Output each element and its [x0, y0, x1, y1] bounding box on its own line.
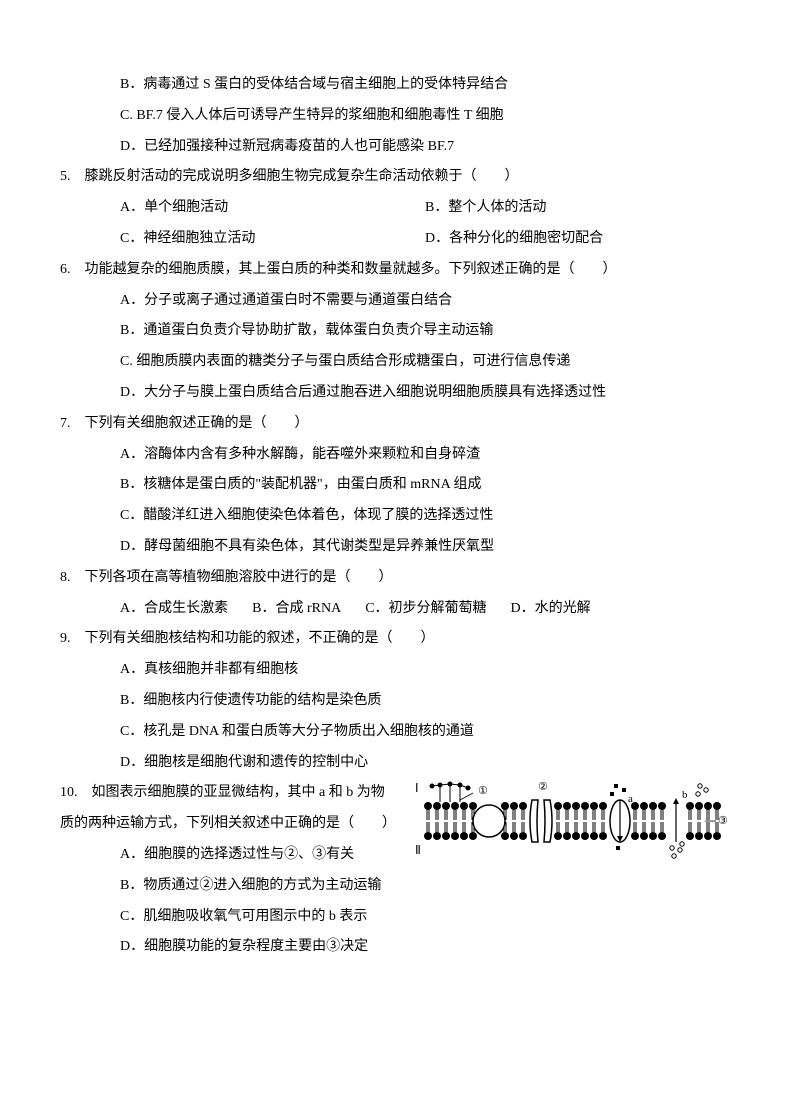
q5-stem: 5. 膝跳反射活动的完成说明多细胞生物完成复杂生命活动依赖于（ ）	[60, 162, 730, 193]
q9-option-a: A．真核细胞并非都有细胞核	[60, 655, 730, 686]
q8-option-d: D．水的光解	[511, 594, 591, 625]
q9-option-c: C．核孔是 DNA 和蛋白质等大分子物质出入细胞核的通道	[60, 717, 730, 748]
q5-options-row1: A．单个细胞活动 B．整个人体的活动	[60, 193, 730, 224]
q10-container: Ⅰ Ⅱ ①	[60, 778, 730, 963]
q10-option-a: A．细胞膜的选择透过性与②、③有关	[60, 840, 730, 871]
q8-option-b: B．合成 rRNA	[252, 594, 341, 625]
q10-option-d: D．细胞膜功能的复杂程度主要由③决定	[60, 932, 730, 963]
q7-option-d: D．酵母菌细胞不具有染色体，其代谢类型是异养兼性厌氧型	[60, 532, 730, 563]
q6-option-c: C. 细胞质膜内表面的糖类分子与蛋白质结合形成糖蛋白，可进行信息传递	[60, 347, 730, 378]
q10-option-b: B．物质通过②进入细胞的方式为主动运输	[60, 871, 730, 902]
q10-stem-line1: 10. 如图表示细胞膜的亚显微结构，其中 a 和 b 为物	[60, 778, 400, 809]
q7-stem: 7. 下列有关细胞叙述正确的是（ ）	[60, 409, 730, 440]
q10-option-c: C．肌细胞吸收氧气可用图示中的 b 表示	[60, 902, 730, 933]
q4-option-c: C. BF.7 侵入人体后可诱导产生特异的浆细胞和细胞毒性 T 细胞	[60, 101, 730, 132]
q8-stem: 8. 下列各项在高等植物细胞溶胶中进行的是（ ）	[60, 563, 730, 594]
q9-option-b: B．细胞核内行使遗传功能的结构是染色质	[60, 686, 730, 717]
q6-option-a: A．分子或离子通过通道蛋白时不需要与通道蛋白结合	[60, 286, 730, 317]
q4-option-d: D．已经加强接种过新冠病毒疫苗的人也可能感染 BF.7	[60, 132, 730, 163]
q6-option-b: B．通道蛋白负责介导协助扩散，载体蛋白负责介导主动运输	[60, 316, 730, 347]
q5-option-d: D．各种分化的细胞密切配合	[425, 224, 730, 255]
q5-options-row2: C．神经细胞独立活动 D．各种分化的细胞密切配合	[60, 224, 730, 255]
q6-stem: 6. 功能越复杂的细胞质膜，其上蛋白质的种类和数量就越多。下列叙述正确的是（ ）	[60, 255, 730, 286]
q5-option-b: B．整个人体的活动	[425, 193, 730, 224]
q9-stem: 9. 下列有关细胞核结构和功能的叙述，不正确的是（ ）	[60, 624, 730, 655]
q7-option-b: B．核糖体是蛋白质的"装配机器"，由蛋白质和 mRNA 组成	[60, 470, 730, 501]
q5-option-a: A．单个细胞活动	[120, 193, 425, 224]
q4-option-b: B．病毒通过 S 蛋白的受体结合域与宿主细胞上的受体特异结合	[60, 70, 730, 101]
q5-option-c: C．神经细胞独立活动	[120, 224, 425, 255]
q6-option-d: D．大分子与膜上蛋白质结合后通过胞吞进入细胞说明细胞质膜具有选择透过性	[60, 378, 730, 409]
q9-option-d: D．细胞核是细胞代谢和遗传的控制中心	[60, 748, 730, 779]
q7-option-a: A．溶酶体内含有多种水解酶，能吞噬外来颗粒和自身碎渣	[60, 440, 730, 471]
q10-stem-line2: 质的两种运输方式，下列相关叙述中正确的是（ ）	[60, 809, 400, 840]
q8-options-row: A．合成生长激素 B．合成 rRNA C．初步分解葡萄糖 D．水的光解	[60, 594, 730, 625]
q7-option-c: C．醋酸洋红进入细胞使染色体着色，体现了膜的选择透过性	[60, 501, 730, 532]
q8-option-c: C．初步分解葡萄糖	[365, 594, 486, 625]
q8-option-a: A．合成生长激素	[120, 594, 228, 625]
